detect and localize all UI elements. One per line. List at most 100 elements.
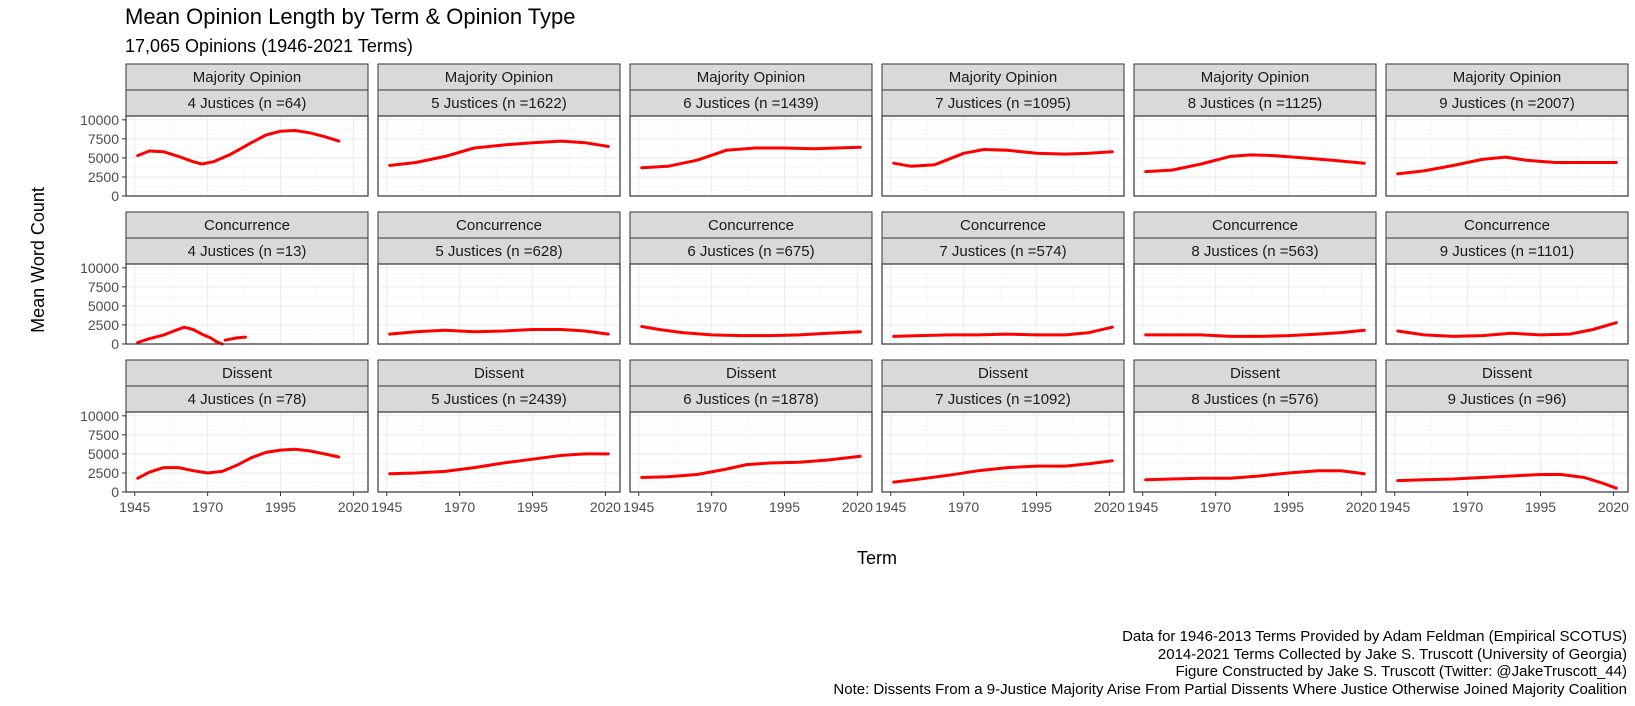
- strip-size: [125, 89, 369, 117]
- panel-border: [377, 115, 621, 197]
- x-tick-label: 2020: [338, 499, 369, 515]
- x-tick-label: 1945: [119, 499, 150, 515]
- panel-border: [1133, 263, 1377, 345]
- strip-size-label: 4 Justices (n =13): [188, 243, 307, 260]
- caption-line-2: 2014-2021 Terms Collected by Jake S. Tru…: [1157, 645, 1627, 663]
- panel-border: [629, 263, 873, 345]
- panel-1-0: Concurrence 4 Justices (n =13) 0 2500 5000 75…: [80, 211, 369, 352]
- strip-type-label: Dissent: [1482, 365, 1533, 382]
- panel-border: [881, 115, 1125, 197]
- strip-type: [1133, 359, 1377, 387]
- strip-type: [881, 211, 1125, 239]
- strip-type-label: Concurrence: [960, 217, 1046, 234]
- strip-size-label: 7 Justices (n =1095): [935, 95, 1071, 112]
- y-axis-title: Mean Word Count: [28, 187, 48, 333]
- x-tick-label: 1945: [875, 499, 906, 515]
- y-tick-label: 7500: [88, 427, 119, 443]
- y-tick-label: 5000: [88, 150, 119, 166]
- chart-title: Mean Opinion Length by Term & Opinion Ty…: [125, 4, 576, 29]
- strip-size-label: 6 Justices (n =675): [687, 243, 814, 260]
- panel-0-4: Majority Opinion 8 Justices (n =1125): [1133, 63, 1377, 197]
- x-tick-label: 1970: [1452, 499, 1483, 515]
- x-tick-label: 1995: [769, 499, 800, 515]
- strip-size-label: 9 Justices (n =96): [1448, 391, 1567, 408]
- strip-type: [629, 211, 873, 239]
- strip-size: [881, 89, 1125, 117]
- series-line: [1144, 469, 1366, 482]
- series-line: [136, 447, 341, 480]
- strip-type-label: Dissent: [474, 365, 525, 382]
- x-tick-label: 2020: [1346, 499, 1377, 515]
- strip-type-label: Dissent: [726, 365, 777, 382]
- x-tick-label: 1945: [623, 499, 654, 515]
- strip-type: [1385, 359, 1629, 387]
- panel-border: [377, 411, 621, 493]
- y-tick-label: 0: [111, 336, 119, 352]
- x-tick-label: 2020: [1598, 499, 1629, 515]
- strip-size-label: 9 Justices (n =2007): [1439, 95, 1575, 112]
- series-line: [1144, 328, 1366, 338]
- series-line: [223, 335, 247, 342]
- panel-border: [1385, 411, 1629, 493]
- series-line: [388, 139, 610, 167]
- series-line: [388, 452, 610, 476]
- strip-size-label: 7 Justices (n =574): [939, 243, 1066, 260]
- strip-type-label: Majority Opinion: [193, 69, 301, 86]
- strip-size-label: 6 Justices (n =1439): [683, 95, 819, 112]
- panel-border: [125, 263, 369, 345]
- strip-type-label: Dissent: [978, 365, 1029, 382]
- strip-size: [881, 385, 1125, 413]
- strip-type-label: Concurrence: [204, 217, 290, 234]
- x-tick-label: 1995: [1273, 499, 1304, 515]
- panel-2-2: Dissent 6 Justices (n =1878) 1945 1970 1995 2…: [623, 359, 873, 515]
- panel-border: [377, 263, 621, 345]
- strip-type-label: Concurrence: [708, 217, 794, 234]
- strip-size: [377, 385, 621, 413]
- series-line: [1396, 473, 1618, 490]
- x-tick-label: 1995: [1525, 499, 1556, 515]
- caption-line-4: Note: Dissents From a 9-Justice Majority…: [833, 680, 1627, 698]
- series-line: [1144, 153, 1366, 174]
- panel-0-0: Majority Opinion 4 Justices (n =64) 0 2500 5…: [80, 63, 369, 204]
- y-tick-label: 5000: [88, 298, 119, 314]
- panel-1-3: Concurrence 7 Justices (n =574): [881, 211, 1125, 345]
- series-line: [136, 129, 341, 166]
- panel-0-5: Majority Opinion 9 Justices (n =2007): [1385, 63, 1629, 197]
- strip-size: [629, 237, 873, 265]
- strip-type: [629, 359, 873, 387]
- strip-type-label: Majority Opinion: [1201, 69, 1309, 86]
- strip-size-label: 6 Justices (n =1878): [683, 391, 819, 408]
- series-line: [640, 325, 862, 338]
- strip-type: [1133, 63, 1377, 91]
- y-tick-label: 5000: [88, 446, 119, 462]
- strip-type: [1385, 63, 1629, 91]
- y-tick-label: 7500: [88, 279, 119, 295]
- strip-type-label: Concurrence: [456, 217, 542, 234]
- series-line: [640, 145, 862, 170]
- x-tick-label: 2020: [842, 499, 873, 515]
- series-line: [640, 454, 862, 479]
- strip-type-label: Majority Opinion: [697, 69, 805, 86]
- y-tick-label: 2500: [88, 317, 119, 333]
- x-tick-label: 1970: [444, 499, 475, 515]
- panel-border: [629, 115, 873, 197]
- strip-type-label: Dissent: [1230, 365, 1281, 382]
- panel-border: [881, 263, 1125, 345]
- strip-size: [1385, 89, 1629, 117]
- panel-border: [1133, 411, 1377, 493]
- strip-type-label: Dissent: [222, 365, 273, 382]
- panel-2-1: Dissent 5 Justices (n =2439) 1945 1970 1995 2…: [371, 359, 621, 515]
- strip-size: [881, 237, 1125, 265]
- panel-background: [378, 412, 620, 492]
- panel-2-0: Dissent 4 Justices (n =78) 0 2500 5000 7500 10…: [80, 359, 369, 515]
- strip-size: [125, 237, 369, 265]
- y-tick-label: 10000: [80, 260, 119, 276]
- panel-2-5: Dissent 9 Justices (n =96) 1945 1970 1995 202…: [1379, 359, 1629, 515]
- y-tick-label: 0: [111, 484, 119, 500]
- panel-background: [126, 412, 368, 492]
- y-tick-label: 2500: [88, 465, 119, 481]
- x-tick-label: 1970: [1200, 499, 1231, 515]
- strip-size-label: 8 Justices (n =1125): [1188, 95, 1322, 112]
- panel-background: [630, 116, 872, 196]
- x-tick-label: 1970: [696, 499, 727, 515]
